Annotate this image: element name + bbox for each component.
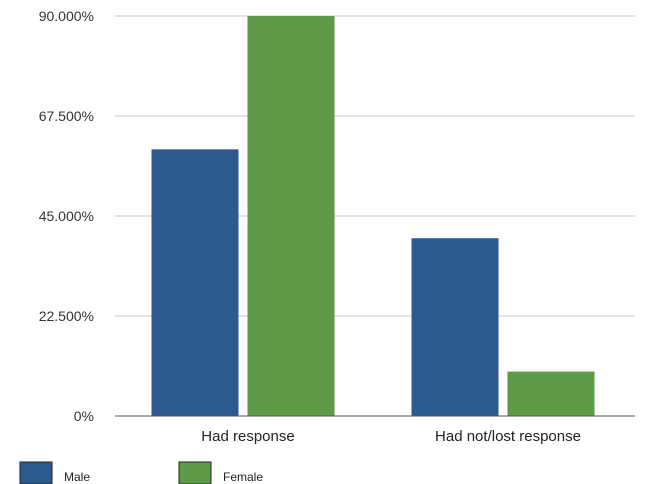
y-tick-label: 45.000% xyxy=(39,208,94,224)
x-category-label: Had response xyxy=(201,428,294,445)
legend-label-female: Female xyxy=(223,470,263,484)
legend-swatch-male xyxy=(19,461,53,484)
bar-female-1 xyxy=(247,16,335,416)
y-tick-label: 90.000% xyxy=(39,8,94,24)
y-axis-tick-labels: 0% 22.500% 45.000% 67.500% 90.000% xyxy=(39,8,94,424)
y-tick-label: 67.500% xyxy=(39,108,94,124)
x-category-label: Had not/lost response xyxy=(435,428,581,445)
legend: Male Female xyxy=(19,461,263,484)
bar-female-2 xyxy=(507,371,595,416)
y-tick-label: 22.500% xyxy=(39,308,94,324)
x-axis-category-labels: Had response Had not/lost response xyxy=(201,428,581,445)
bar-male-2 xyxy=(411,238,499,416)
legend-label-male: Male xyxy=(64,470,90,484)
y-tick-label: 0% xyxy=(74,408,94,424)
bar-male-1 xyxy=(151,149,239,417)
bars xyxy=(151,16,595,417)
legend-swatch-female xyxy=(178,461,212,484)
